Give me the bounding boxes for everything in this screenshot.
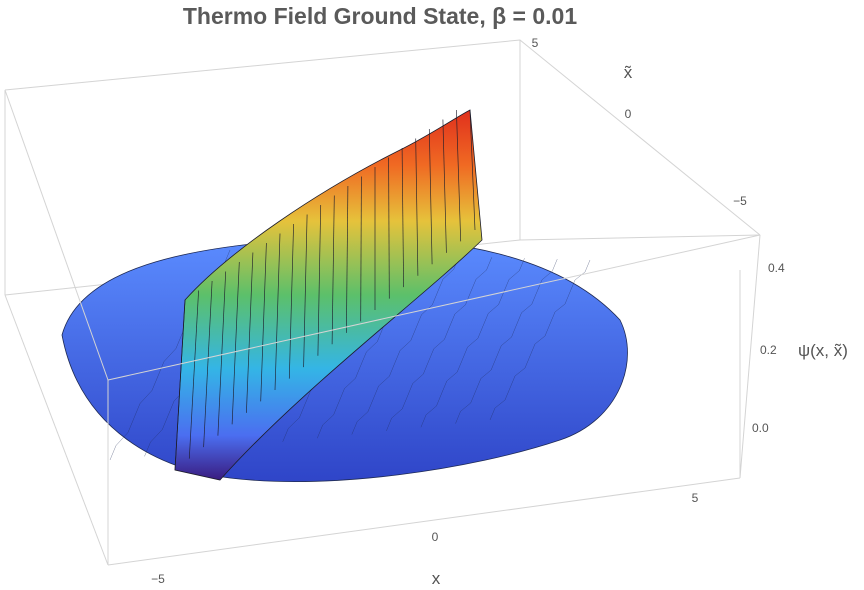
ridge-mesh-line xyxy=(456,109,462,242)
ridge-mesh-line xyxy=(388,157,390,299)
x-tick-label: 5 xyxy=(692,491,699,505)
x-tick-label: 0 xyxy=(432,530,439,544)
ridge-mesh-line xyxy=(303,214,308,368)
z-tick-label: 0.0 xyxy=(752,421,769,435)
chart-title: Thermo Field Ground State, β = 0.01 xyxy=(183,3,577,29)
ridge-mesh-line xyxy=(415,138,419,276)
ridge-mesh-line xyxy=(174,299,186,471)
ridge-mesh-line xyxy=(274,233,281,391)
ridge-mesh-line xyxy=(428,128,433,265)
ridge-mesh-line xyxy=(469,109,476,231)
ridge-mesh-line xyxy=(346,185,349,333)
z-axis: 0.4 0.2 0.0 ψ(x, x̃) xyxy=(752,261,848,435)
ridge-mesh-line xyxy=(288,223,294,379)
ridge-mesh-lines xyxy=(174,109,476,471)
ridge-mesh-line xyxy=(217,271,227,436)
y-tick-label: −5 xyxy=(733,194,747,208)
ridge-mesh-line xyxy=(360,176,362,322)
ripple-line xyxy=(351,256,460,435)
y-tick-label: 5 xyxy=(532,36,539,50)
x-axis: −5 0 5 x xyxy=(151,491,699,588)
z-axis-label: ψ(x, x̃) xyxy=(798,341,848,360)
y-axis: 5 0 −5 x̃ xyxy=(532,36,748,208)
y-axis-label: x̃ xyxy=(624,63,633,82)
ridge-mesh-line xyxy=(401,147,404,288)
z-tick-label: 0.4 xyxy=(768,261,785,275)
y-tick-label: 0 xyxy=(625,107,632,121)
ripple-line xyxy=(489,259,591,421)
ridge-mesh-line xyxy=(317,204,322,356)
ridge-mesh-line xyxy=(231,261,240,425)
ridge-mesh-line xyxy=(260,242,267,402)
z-tick-label: 0.2 xyxy=(760,343,777,357)
ridge-mesh-line xyxy=(246,252,254,413)
x-axis-label: x xyxy=(432,569,441,588)
x-tick-label: −5 xyxy=(151,572,165,586)
ridge-mesh-line xyxy=(203,280,213,448)
ridge-mesh-line xyxy=(188,290,199,459)
ripple-line xyxy=(420,258,525,428)
surface-ridge xyxy=(174,109,483,481)
ripple-line xyxy=(386,257,493,431)
plot-box-front xyxy=(4,89,761,566)
ridge-mesh-line xyxy=(442,119,447,253)
ridge-mesh-line xyxy=(331,195,335,345)
